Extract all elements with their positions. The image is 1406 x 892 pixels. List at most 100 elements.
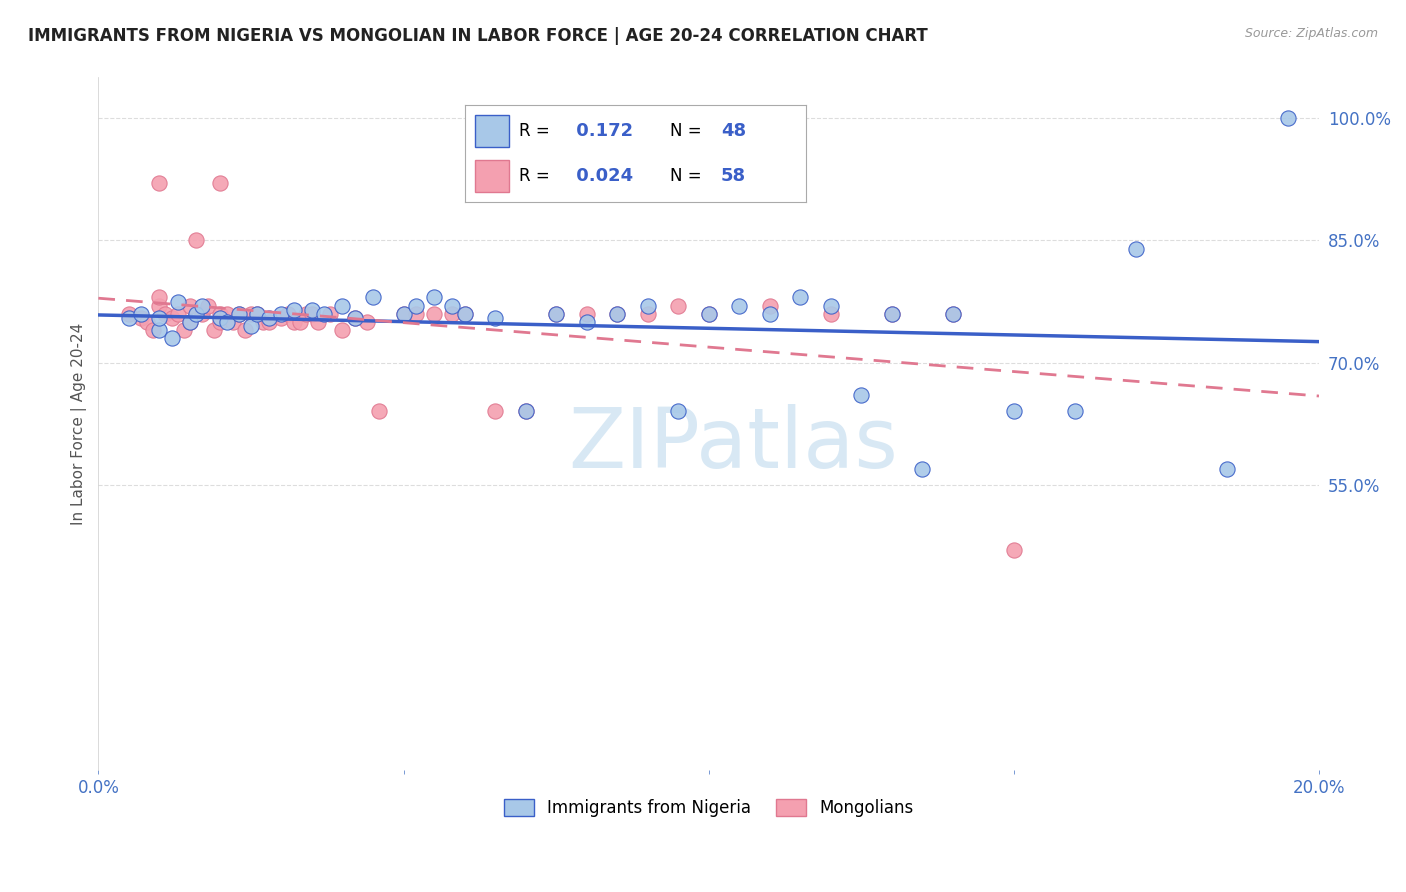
Point	[1125, 242, 1147, 256]
Text: IMMIGRANTS FROM NIGERIA VS MONGOLIAN IN LABOR FORCE | AGE 20-24 CORRELATION CHAR: IMMIGRANTS FROM NIGERIA VS MONGOLIAN IN …	[28, 27, 928, 45]
Point	[1002, 543, 1025, 558]
Point	[173, 323, 195, 337]
Point	[1216, 461, 1239, 475]
Point	[1063, 404, 1085, 418]
Point	[851, 388, 873, 402]
Point	[361, 290, 384, 304]
Text: Source: ZipAtlas.com: Source: ZipAtlas.com	[1244, 27, 1378, 40]
Point	[356, 315, 378, 329]
Point	[546, 307, 568, 321]
Legend: Immigrants from Nigeria, Mongolians: Immigrants from Nigeria, Mongolians	[498, 792, 921, 824]
Point	[820, 307, 842, 321]
Point	[129, 310, 152, 325]
Point	[209, 307, 232, 321]
Point	[221, 315, 243, 329]
Point	[343, 310, 366, 325]
Point	[215, 307, 238, 321]
Point	[257, 310, 280, 325]
Point	[314, 307, 336, 321]
Point	[148, 323, 170, 337]
Point	[148, 177, 170, 191]
Point	[270, 307, 292, 321]
Point	[215, 315, 238, 329]
Point	[166, 294, 188, 309]
Point	[155, 307, 177, 321]
Point	[246, 307, 269, 321]
Point	[283, 302, 305, 317]
Point	[184, 307, 207, 321]
Point	[184, 234, 207, 248]
Point	[484, 404, 506, 418]
Point	[392, 307, 415, 321]
Point	[160, 331, 183, 345]
Point	[246, 307, 269, 321]
Point	[202, 323, 225, 337]
Point	[758, 307, 780, 321]
Point	[332, 299, 354, 313]
Point	[118, 307, 141, 321]
Point	[209, 310, 232, 325]
Point	[307, 315, 329, 329]
Point	[191, 299, 214, 313]
Point	[283, 315, 305, 329]
Point	[179, 315, 201, 329]
Point	[197, 299, 219, 313]
Point	[148, 299, 170, 313]
Point	[239, 318, 262, 333]
Point	[405, 307, 427, 321]
Point	[637, 307, 659, 321]
Point	[368, 404, 391, 418]
Point	[453, 307, 475, 321]
Point	[546, 307, 568, 321]
Point	[332, 323, 354, 337]
Point	[911, 461, 934, 475]
Point	[233, 323, 256, 337]
Point	[209, 315, 232, 329]
Point	[228, 307, 250, 321]
Point	[880, 307, 903, 321]
Point	[637, 299, 659, 313]
Point	[288, 315, 311, 329]
Point	[697, 307, 720, 321]
Point	[423, 307, 446, 321]
Point	[160, 310, 183, 325]
Point	[148, 290, 170, 304]
Text: ZIPatlas: ZIPatlas	[568, 404, 898, 485]
Point	[228, 307, 250, 321]
Point	[515, 404, 537, 418]
Point	[728, 299, 751, 313]
Point	[758, 299, 780, 313]
Point	[209, 177, 232, 191]
Point	[392, 307, 415, 321]
Point	[179, 315, 201, 329]
Point	[118, 310, 141, 325]
Point	[270, 310, 292, 325]
Point	[136, 315, 159, 329]
Point	[301, 302, 323, 317]
Point	[942, 307, 965, 321]
Point	[606, 307, 628, 321]
Point	[277, 307, 299, 321]
Y-axis label: In Labor Force | Age 20-24: In Labor Force | Age 20-24	[72, 323, 87, 524]
Point	[666, 404, 689, 418]
Point	[441, 307, 464, 321]
Point	[142, 323, 165, 337]
Point	[1277, 111, 1299, 125]
Point	[880, 307, 903, 321]
Point	[441, 299, 464, 313]
Point	[1002, 404, 1025, 418]
Point	[820, 299, 842, 313]
Point	[697, 307, 720, 321]
Point	[129, 307, 152, 321]
Point	[343, 310, 366, 325]
Point	[319, 307, 342, 321]
Point	[295, 307, 318, 321]
Point	[606, 307, 628, 321]
Point	[179, 299, 201, 313]
Point	[239, 307, 262, 321]
Point	[666, 299, 689, 313]
Point	[515, 404, 537, 418]
Point	[405, 299, 427, 313]
Point	[942, 307, 965, 321]
Point	[453, 307, 475, 321]
